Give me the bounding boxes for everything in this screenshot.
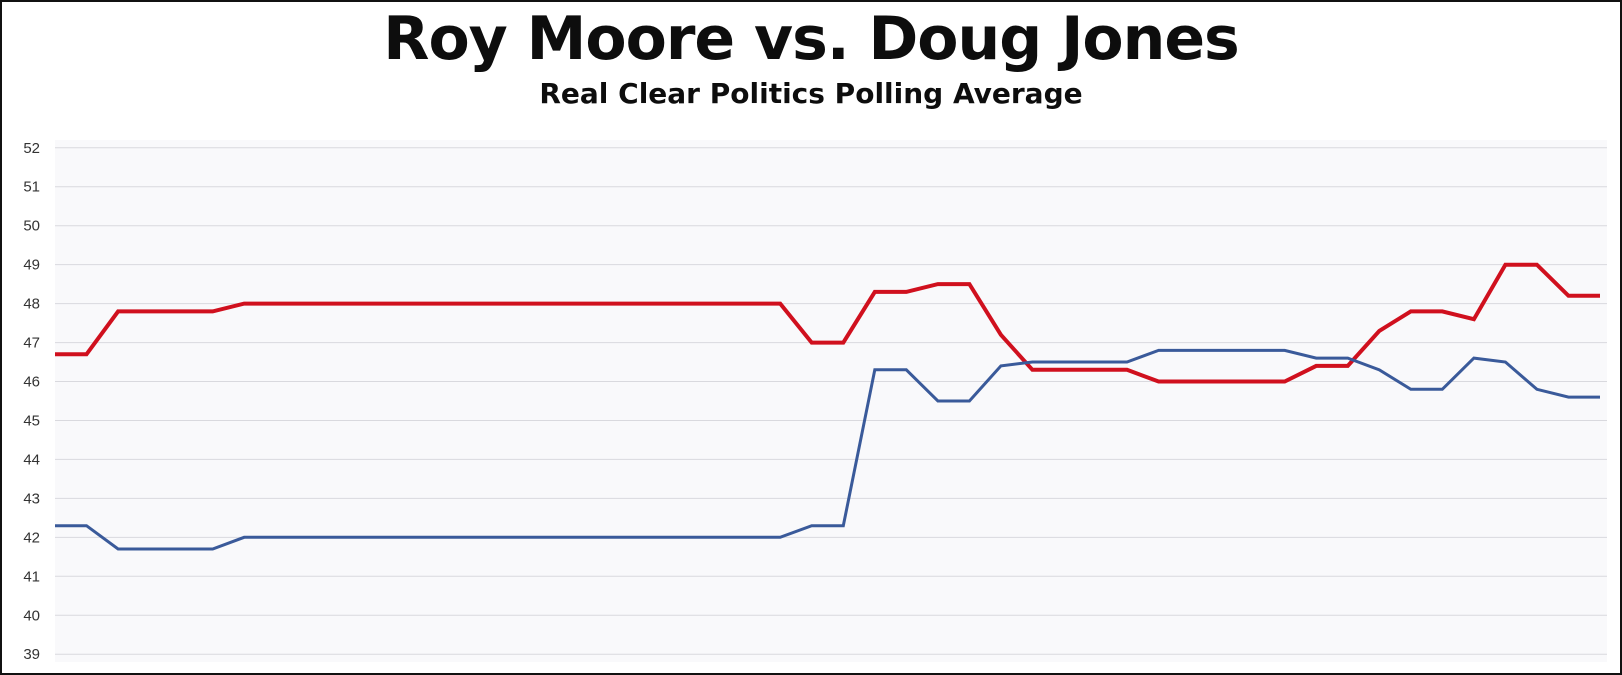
y-tick-label: 39 <box>23 646 40 663</box>
series-line-0 <box>55 262 1600 384</box>
y-tick-label: 44 <box>23 451 40 468</box>
y-axis: 52 51 50 49 48 47 46 45 44 43 42 41 40 39 <box>23 140 40 663</box>
chart-title: Roy Moore vs. Doug Jones <box>383 4 1240 74</box>
y-tick-label: 47 <box>23 335 40 352</box>
y-tick-label: 49 <box>23 257 40 274</box>
gridlines <box>55 147 1607 655</box>
y-tick-label: 40 <box>23 607 40 624</box>
y-tick-label: 46 <box>23 374 40 391</box>
y-tick-label: 52 <box>23 140 40 157</box>
y-tick-label: 42 <box>23 529 40 546</box>
y-tick-label: 51 <box>23 179 40 196</box>
plot-area <box>55 140 1607 662</box>
series-line-1 <box>55 348 1600 551</box>
y-tick-label: 45 <box>23 412 40 429</box>
y-tick-label: 41 <box>23 568 40 585</box>
y-tick-label: 48 <box>23 296 40 313</box>
series-lines <box>55 262 1600 551</box>
y-tick-label: 43 <box>23 490 40 507</box>
y-tick-label: 50 <box>23 218 40 235</box>
chart-subtitle: Real Clear Politics Polling Average <box>539 77 1083 110</box>
